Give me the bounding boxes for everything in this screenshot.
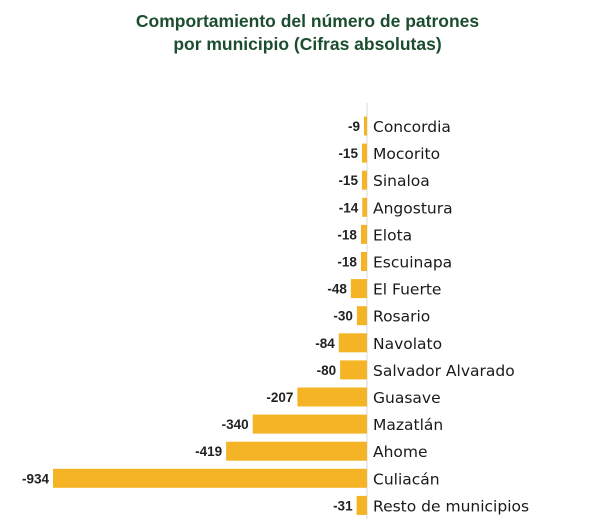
bar <box>226 441 367 461</box>
chart-title-line-2: por municipio (Cifras absolutas) <box>173 34 442 54</box>
category-label: Culiacán <box>373 470 440 488</box>
data-label: -15 <box>338 146 358 161</box>
data-label: -15 <box>338 173 358 188</box>
bar <box>350 279 367 299</box>
category-label: Ahome <box>373 443 428 461</box>
chart-title-line-1: Comportamiento del número de patrones <box>135 11 480 31</box>
category-label: Rosario <box>373 308 430 326</box>
category-label: Salvador Alvarado <box>373 362 515 380</box>
data-label: -18 <box>337 255 357 270</box>
data-label: -207 <box>266 390 293 405</box>
data-label: -340 <box>222 417 249 432</box>
bar <box>338 333 367 353</box>
data-label: -31 <box>333 498 353 513</box>
data-label: -419 <box>195 444 222 459</box>
category-label: Navolato <box>373 335 442 353</box>
data-label: -48 <box>327 282 347 297</box>
bar <box>360 252 367 271</box>
category-label: Escuinapa <box>373 254 452 272</box>
bar <box>252 414 367 434</box>
data-label: -18 <box>337 227 357 242</box>
data-label: -84 <box>315 336 335 351</box>
data-label: -30 <box>333 309 353 324</box>
category-label: Mocorito <box>373 145 440 163</box>
data-label: -14 <box>339 200 359 215</box>
bar <box>363 116 367 136</box>
bar <box>362 197 367 217</box>
bar <box>53 468 367 488</box>
category-label: Mazatlán <box>373 416 443 434</box>
data-label: -934 <box>22 471 50 486</box>
category-label: El Fuerte <box>373 281 441 299</box>
bar <box>297 387 367 407</box>
bar <box>340 360 367 380</box>
category-label: Concordia <box>373 118 451 136</box>
bar <box>356 306 367 326</box>
bar <box>360 224 367 244</box>
bar <box>356 495 367 515</box>
data-label: -9 <box>348 119 360 134</box>
chart-title: Comportamiento del número de patrones po… <box>0 10 615 56</box>
category-label: Angostura <box>373 199 453 217</box>
bar <box>361 170 367 190</box>
data-label: -80 <box>317 363 337 378</box>
category-label: Elota <box>373 226 412 244</box>
bar <box>361 143 367 163</box>
category-label: Sinaloa <box>373 172 430 190</box>
category-label: Guasave <box>373 389 441 407</box>
category-label: Resto de municipios <box>373 497 529 515</box>
